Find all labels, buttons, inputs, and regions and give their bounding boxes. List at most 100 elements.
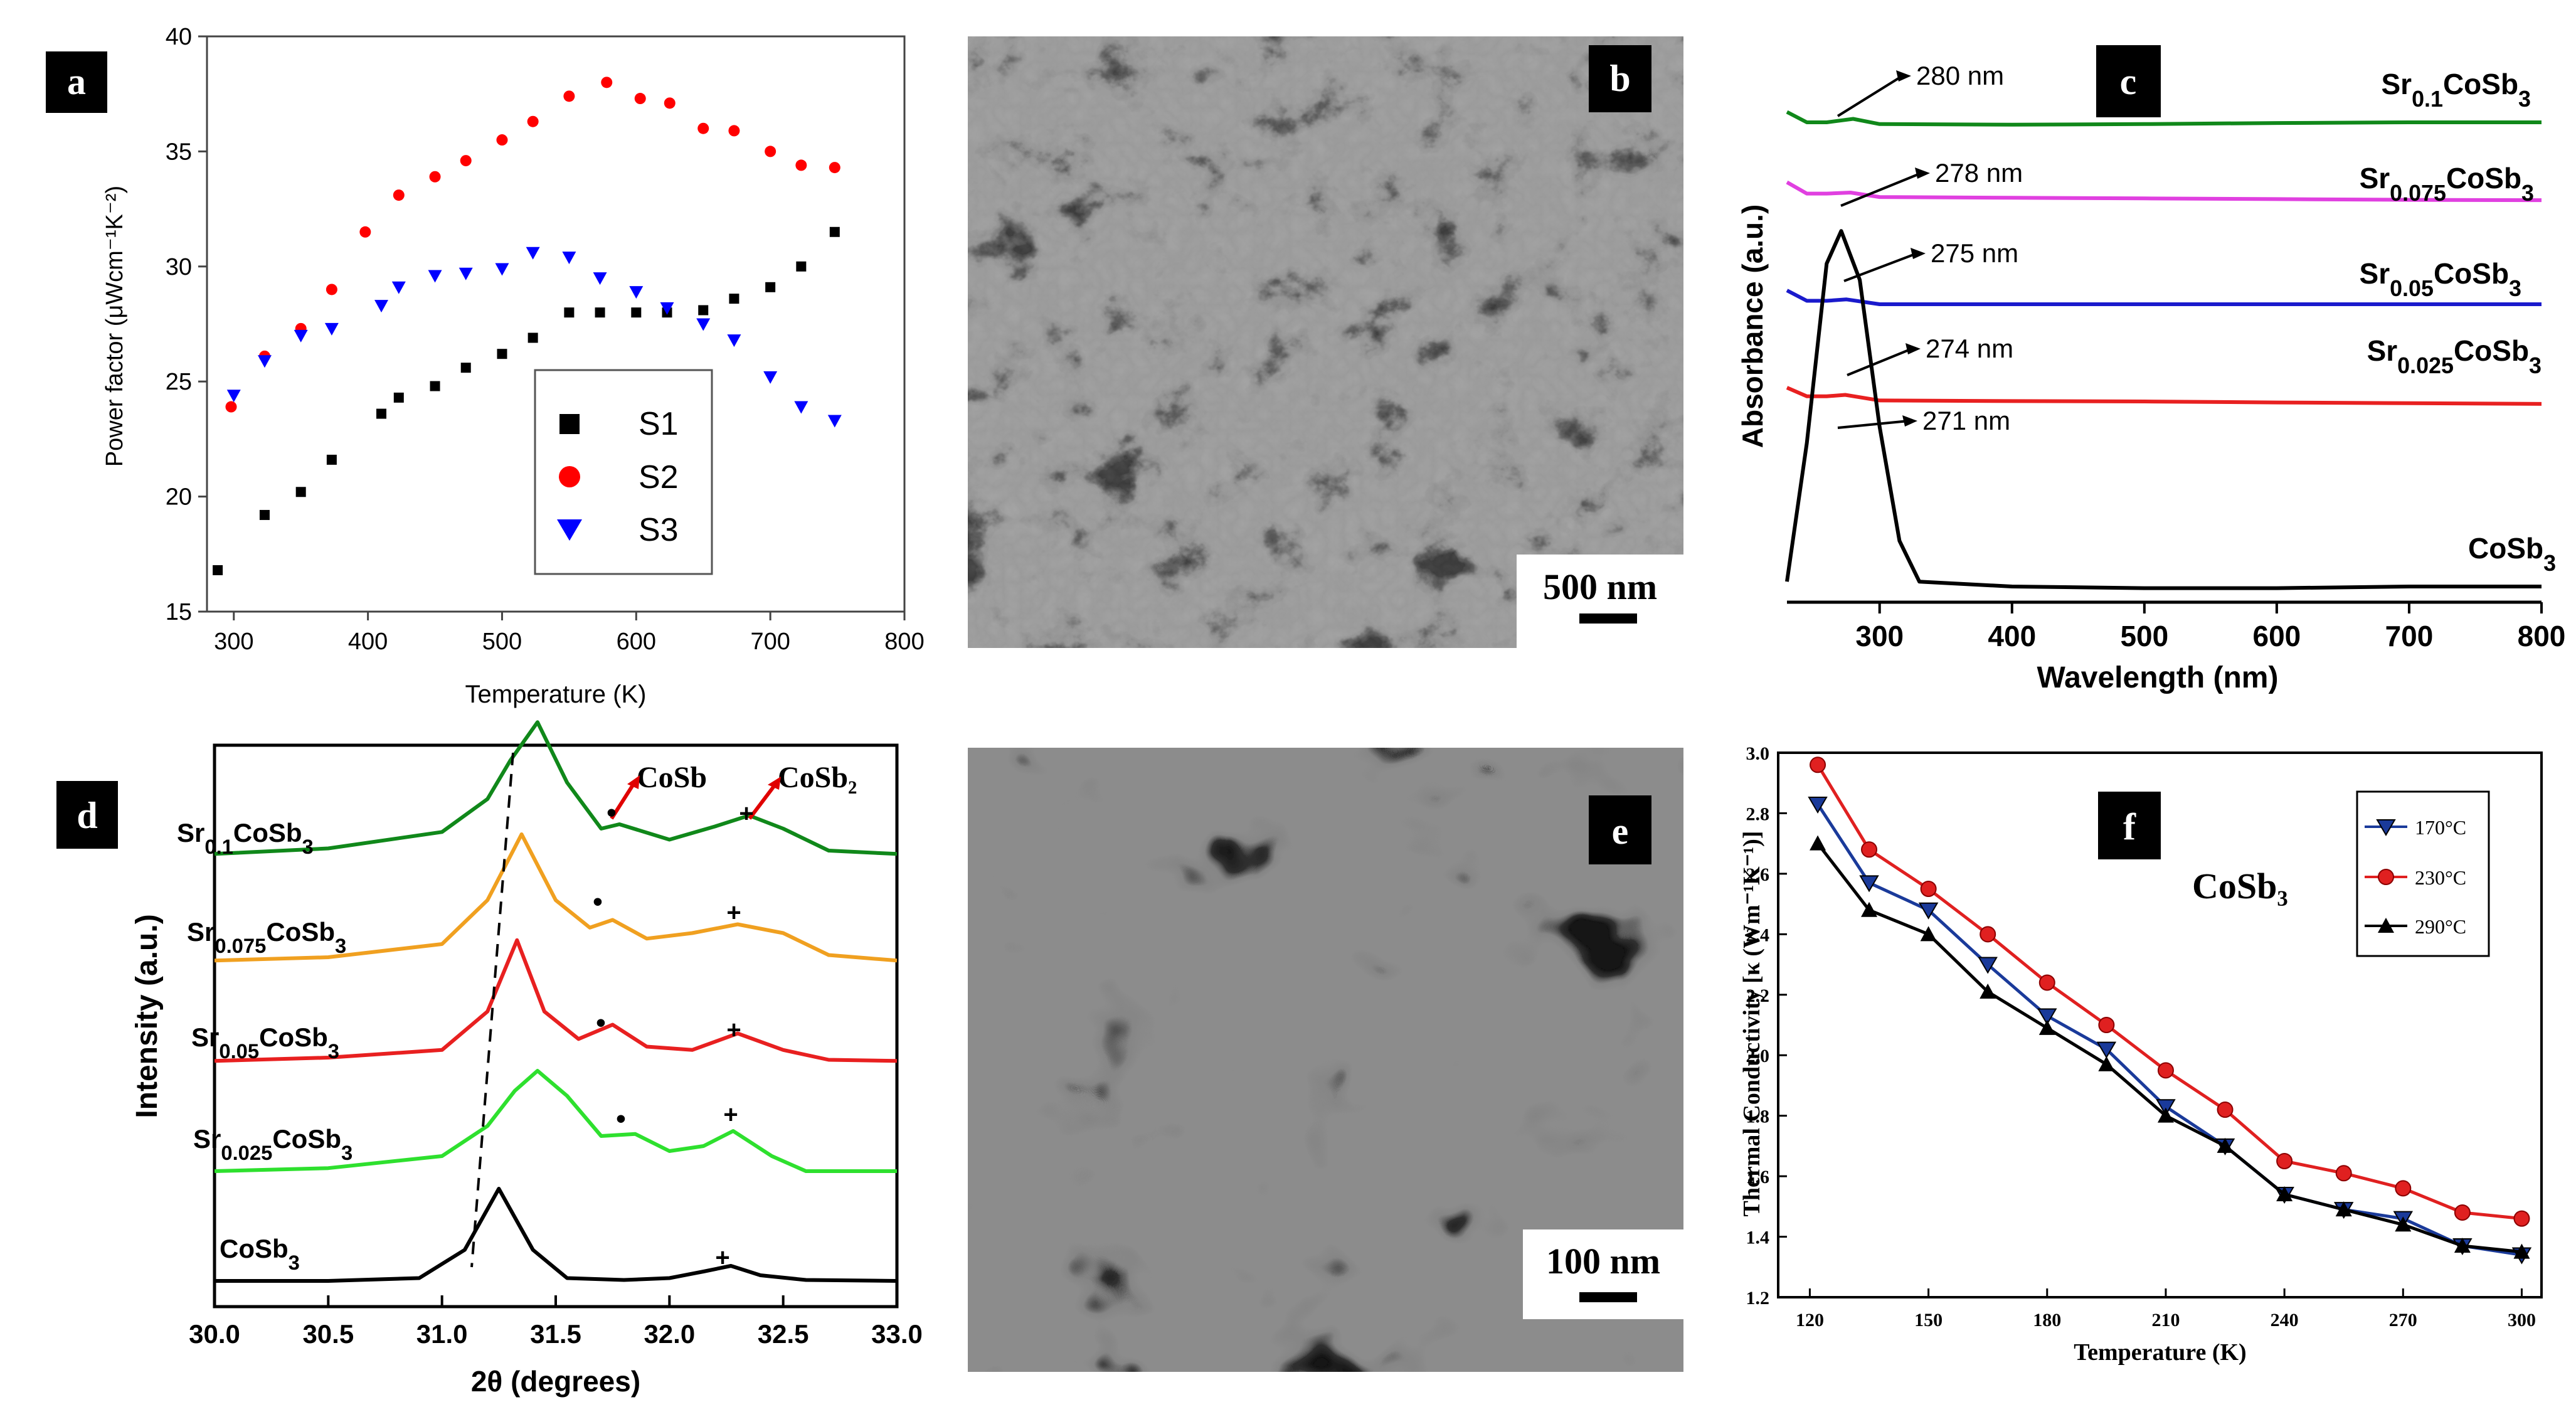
panel-a-s2-point (795, 159, 807, 171)
panel-a-s2-point (225, 401, 237, 413)
panel-f-label: f (2123, 806, 2136, 847)
panel-d-peak-shift-guide (470, 752, 514, 1268)
panel-d-y-axis-title: Intensity (a.u.) (130, 914, 164, 1118)
panel-a-x-tick-label: 300 (214, 629, 253, 655)
panel-a-s1-point (460, 363, 471, 373)
panel-c-series-label-3: Sr0.025CoSb3 (2367, 334, 2542, 378)
panel-f-series-2-point (2395, 1216, 2412, 1232)
panel-a-s3-point (374, 300, 388, 313)
panel-c-peak-arrow (1843, 252, 1917, 282)
panel-e-scale-bar (1579, 1292, 1637, 1302)
panel-a-s2-point (326, 284, 337, 295)
panel-c-label: c (2120, 61, 2137, 102)
panel-c-peak-arrow (1847, 348, 1912, 376)
panel-f-series-2-point (1920, 926, 1937, 942)
panel-c-series-line-2 (1786, 289, 2542, 306)
panel-a-s1-point (729, 294, 739, 304)
panel-a-label-box (46, 51, 107, 113)
panel-a-s1-point (698, 305, 709, 316)
panel-a-s3-point (696, 318, 711, 331)
panel-a-s3-point (226, 390, 241, 403)
panel-c-y-axis-title: Absorbance (a.u.) (1736, 204, 1769, 449)
panel-d-cosb2-annotation: CoSb₂ (778, 761, 857, 794)
panel-d-cosb-arrow (610, 783, 635, 820)
panel-c-series-label-0: Sr0.1CoSb3 (2381, 68, 2531, 112)
panel-f-legend-marker (2378, 918, 2394, 933)
panel-f-title: CoSb₃ (2192, 866, 2288, 906)
panel-f-x-tick-label: 150 (1914, 1310, 1943, 1330)
panel-f-x-tick-label: 180 (2033, 1310, 2061, 1330)
panel-a-s3-point (257, 355, 272, 368)
panel-a-s3-point (391, 281, 406, 294)
panel-f-x-tick-label: 300 (2508, 1310, 2536, 1330)
panel-d-x-tick-label: 30.5 (302, 1319, 354, 1349)
panel-a-s1-point (295, 487, 306, 497)
panel-a-s2-point (829, 162, 840, 174)
panel-f-series-2-point (1861, 901, 1878, 917)
panel-b-scale-bar-label: 500 nm (1543, 566, 1657, 607)
panel-f-plot-frame (1777, 751, 2543, 1298)
panel-a-s3-point (827, 415, 842, 428)
panel-c-peak-label: 280 nm (1916, 61, 2004, 90)
panel-a-s1-point (527, 332, 538, 343)
panel-c-peak-arrowhead (1915, 167, 1930, 179)
panel-a-power-factor-chart: 300 400 500 600 700 800 15 20 25 30 35 40 Temperatu… (46, 24, 925, 708)
panel-a-s2-point (460, 155, 472, 167)
panel-f-y-tick-label: 2.4 (1746, 925, 1770, 945)
panel-c-peak-arrow (1840, 172, 1922, 207)
panel-d-cosb2-marker: + (726, 899, 741, 926)
panel-c-absorbance-chart: 300 400 500 600 700 800 Wavelength (nm) Absor… (1736, 45, 2565, 694)
panel-a-s1-point (765, 282, 776, 292)
panel-d-cosb2-marker: + (723, 1101, 738, 1128)
panel-d-cosb2-marker: + (739, 800, 753, 827)
panel-a-y-tick-label: 15 (166, 599, 192, 625)
panel-a-s2-point (393, 189, 405, 201)
panel-f-y-tick-label: 1.8 (1746, 1107, 1770, 1127)
panel-d-cosb2-marker: + (715, 1244, 729, 1272)
panel-f-series-0-point (1918, 902, 1939, 920)
panel-c-peak-arrowhead (1896, 70, 1911, 82)
panel-d-cosb-marker: • (607, 797, 616, 828)
legend-s2-marker (559, 466, 580, 487)
panel-a-s3-point (428, 270, 442, 283)
panel-a-s3-point (660, 302, 674, 315)
panel-a-y-tick-label: 30 (166, 254, 192, 280)
panel-a-y-axis-title: Power factor (μWcm⁻¹K⁻²) (102, 186, 128, 467)
panel-a-s3-point (526, 247, 540, 260)
panel-d-cosb-marker: • (596, 1007, 605, 1038)
panel-f-series-0-point (2037, 1008, 2057, 1026)
panel-d-series-label-3: Sr0.025CoSb3 (193, 1124, 352, 1164)
panel-f-series-2-point (1810, 835, 1826, 851)
panel-f-series-1-point (2098, 1017, 2115, 1033)
panel-a-s1-point (829, 226, 840, 237)
panel-f-legend-marker (2376, 819, 2396, 836)
panel-a-s3-point (458, 267, 473, 280)
panel-a-s1-point (213, 565, 223, 575)
panel-a-s2-point (697, 122, 709, 134)
panel-f-series-2-point (2276, 1186, 2293, 1202)
panel-f-series-1-point (2217, 1102, 2234, 1118)
panel-c-peak-label: 278 nm (1935, 158, 2023, 188)
panel-a-s3-point (763, 371, 778, 384)
panel-f-series-0-point (1978, 957, 1998, 974)
panel-c-peak-label: 271 nm (1922, 406, 2010, 435)
panel-d-series-line-1 (214, 832, 898, 963)
panel-c-peak-arrowhead (1902, 415, 1917, 427)
panel-e-scale-bar-label: 100 nm (1546, 1241, 1660, 1282)
panel-a-x-axis-title: Temperature (K) (465, 681, 647, 708)
panel-f-series-1-point (2157, 1062, 2174, 1079)
panel-b-sem-texture (968, 36, 1683, 648)
legend-s2-label: S2 (639, 459, 679, 496)
panel-f-y-tick-label: 2.2 (1746, 985, 1770, 1006)
panel-a-x-tick-label: 500 (482, 629, 522, 655)
panel-f-thermal-conductivity-chart: 120 150 180 210 240 270 300 1.2 1.4 1.6 1.8 2.0 2.2 2… (1739, 743, 2543, 1366)
panel-a-s1-point (326, 454, 337, 465)
panel-d-cosb-marker: • (593, 886, 602, 917)
panel-f-legend-label: 170°C (2415, 816, 2466, 839)
panel-d-series-label-2: Sr0.05CoSb3 (191, 1022, 339, 1063)
panel-c-x-tick-label: 500 (2120, 620, 2168, 652)
panel-c-peak-label: 275 nm (1931, 238, 2018, 268)
panel-a-s2-point (527, 115, 539, 127)
panel-c-peak-arrow (1837, 75, 1904, 117)
panel-d-cosb2-arrowhead (768, 777, 781, 790)
